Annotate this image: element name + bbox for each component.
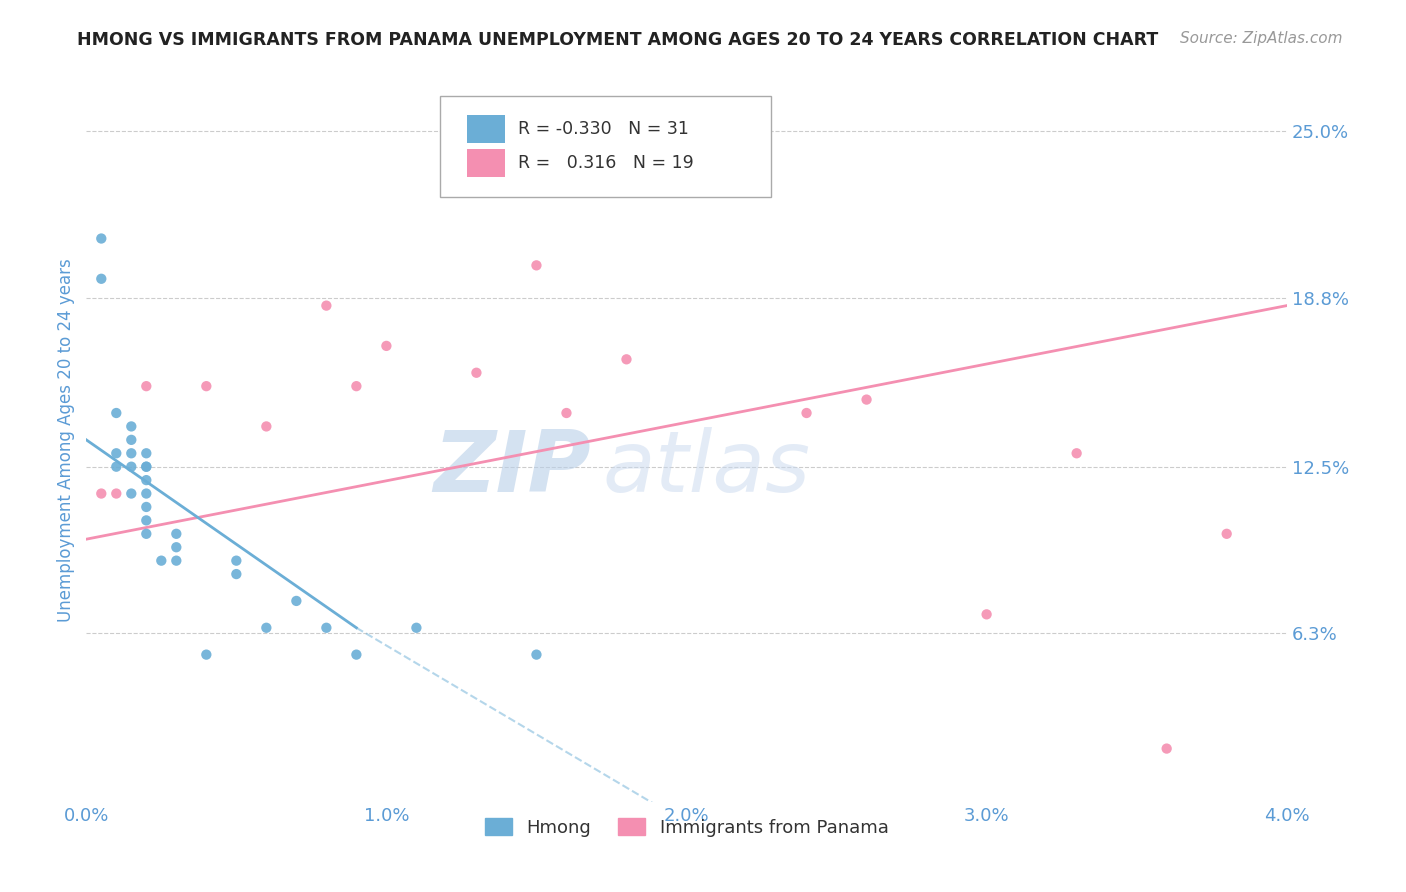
Point: [105, 446, 128, 460]
Point: [1156, 741, 1178, 756]
Point: [344, 648, 367, 662]
Point: [135, 526, 157, 541]
Point: [285, 594, 308, 608]
Point: [135, 459, 157, 474]
Point: [105, 459, 128, 474]
Y-axis label: Unemployment Among Ages 20 to 24 years: Unemployment Among Ages 20 to 24 years: [58, 258, 75, 622]
Point: [135, 473, 157, 487]
Point: [315, 621, 337, 635]
Point: [796, 406, 818, 420]
Point: [465, 366, 488, 380]
Point: [165, 554, 187, 568]
Point: [706, 137, 728, 152]
Point: [90, 231, 112, 245]
Point: [165, 526, 187, 541]
Point: [135, 500, 157, 514]
Point: [120, 459, 142, 474]
Point: [135, 379, 157, 393]
Text: atlas: atlas: [602, 427, 810, 510]
Point: [195, 379, 218, 393]
Point: [120, 433, 142, 447]
Legend: Hmong, Immigrants from Panama: Hmong, Immigrants from Panama: [478, 811, 896, 844]
Point: [344, 379, 367, 393]
Point: [165, 540, 187, 554]
Point: [1215, 526, 1237, 541]
Point: [855, 392, 877, 407]
Point: [254, 621, 277, 635]
Point: [90, 486, 112, 500]
Point: [120, 446, 142, 460]
Point: [120, 486, 142, 500]
Point: [555, 406, 578, 420]
Point: [150, 554, 173, 568]
Point: [616, 352, 638, 367]
Bar: [467, 115, 505, 143]
Point: [315, 299, 337, 313]
FancyBboxPatch shape: [440, 95, 770, 197]
Bar: [467, 149, 505, 177]
Point: [135, 459, 157, 474]
Point: [135, 513, 157, 527]
Point: [526, 258, 548, 272]
Text: R = -0.330   N = 31: R = -0.330 N = 31: [519, 120, 689, 138]
Point: [195, 648, 218, 662]
Point: [976, 607, 998, 622]
Point: [105, 406, 128, 420]
Point: [135, 446, 157, 460]
Text: HMONG VS IMMIGRANTS FROM PANAMA UNEMPLOYMENT AMONG AGES 20 TO 24 YEARS CORRELATI: HMONG VS IMMIGRANTS FROM PANAMA UNEMPLOY…: [77, 31, 1159, 49]
Point: [405, 621, 427, 635]
Point: [375, 339, 398, 353]
Point: [225, 554, 247, 568]
Point: [135, 486, 157, 500]
Text: R =   0.316   N = 19: R = 0.316 N = 19: [519, 154, 695, 172]
Point: [120, 419, 142, 434]
Point: [1066, 446, 1088, 460]
Point: [254, 419, 277, 434]
Point: [526, 648, 548, 662]
Point: [225, 567, 247, 582]
Text: Source: ZipAtlas.com: Source: ZipAtlas.com: [1180, 31, 1343, 46]
Text: ZIP: ZIP: [433, 427, 591, 510]
Point: [105, 486, 128, 500]
Point: [90, 272, 112, 286]
